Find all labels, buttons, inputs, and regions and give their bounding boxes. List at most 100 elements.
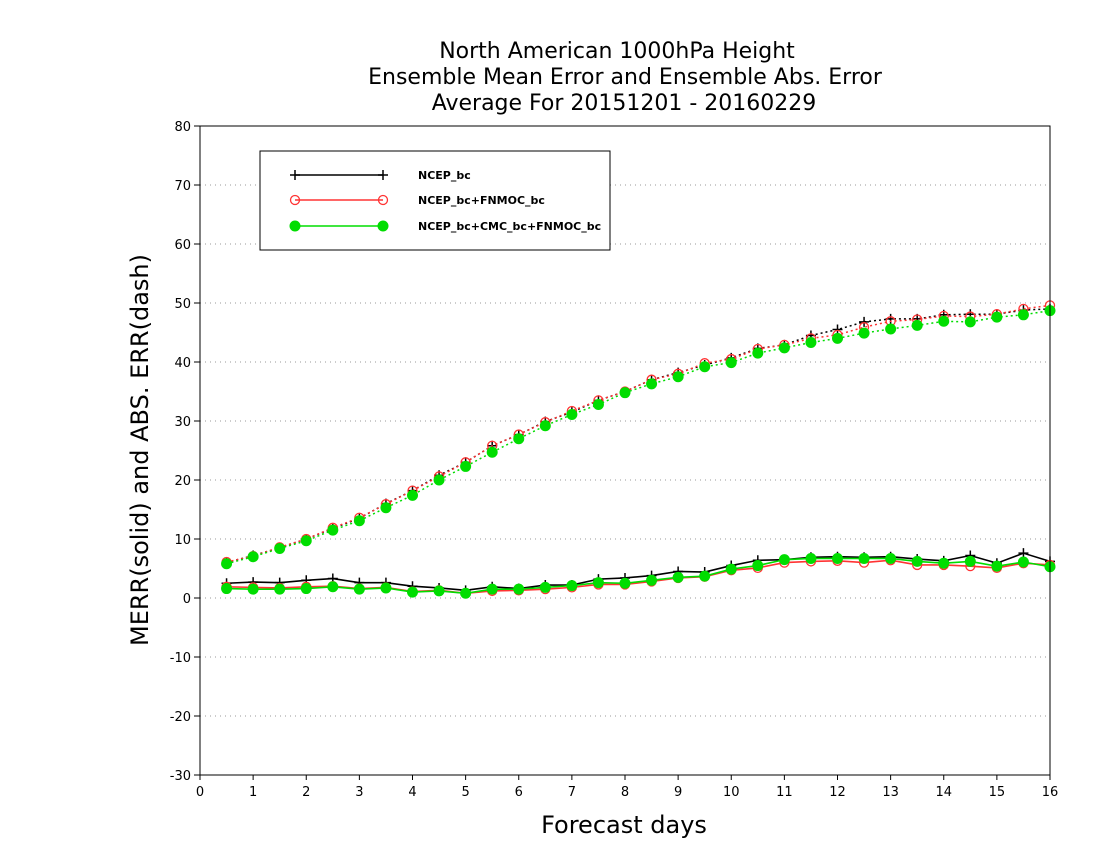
abs-err-point: [805, 337, 817, 349]
x-tick-label: 13: [882, 785, 899, 800]
abs-err-point: [566, 409, 578, 421]
y-tick-label: 30: [174, 415, 191, 430]
legend-marker: [378, 170, 388, 180]
y-tick-label: -30: [170, 769, 191, 784]
y-tick-label: 0: [183, 592, 191, 607]
merr-point: [699, 570, 711, 582]
y-tick-label: 20: [174, 474, 191, 489]
chart-title: North American 1000hPa Height Ensemble M…: [368, 39, 883, 116]
merr-point: [938, 557, 950, 569]
merr-point: [460, 587, 472, 599]
merr-point: [1018, 548, 1029, 559]
series-ncep-bc-cmc-bc-fnmoc-bc: [221, 305, 1056, 599]
merr-point: [991, 560, 1003, 572]
chart-title-line-1: North American 1000hPa Height: [439, 39, 795, 64]
merr-point: [805, 552, 817, 564]
merr-point: [221, 583, 233, 595]
abs-err-point: [752, 347, 764, 359]
x-tick-label: 0: [196, 785, 204, 800]
merr-point: [486, 583, 498, 595]
x-tick-label: 11: [776, 785, 793, 800]
merr-point: [274, 583, 286, 595]
abs-err-point: [274, 542, 286, 554]
abs-err-point: [1017, 309, 1029, 321]
legend-marker: [289, 220, 301, 232]
merr-point: [832, 552, 843, 564]
legend-label-ncep-bc-cmc-bc-fnmoc-bc: NCEP_bc+CMC_bc+FNMOC_bc: [418, 220, 601, 233]
abs-err-point: [407, 489, 418, 501]
merr-point: [672, 571, 684, 583]
y-axis: -30 -20 -10 0 10 20 30 40 50 60 70 80: [170, 120, 200, 784]
merr-point: [911, 555, 923, 567]
merr-point: [725, 563, 737, 575]
grid-lines: [200, 184, 1050, 717]
abs-err-point: [832, 332, 843, 344]
abs-err-point: [725, 357, 737, 369]
y-tick-label: -10: [170, 651, 191, 666]
legend: NCEP_bc NCEP_bc+FNMOC_bc NCEP_bc+CMC_bc+FN…: [259, 150, 611, 251]
abs-err-point: [858, 327, 870, 339]
merr-point: [433, 585, 445, 597]
abs-err-point: [991, 311, 1003, 323]
y-tick-label: 10: [174, 533, 191, 548]
merr-point: [566, 580, 578, 592]
x-tick-label: 12: [829, 785, 846, 800]
y-tick-label: 70: [174, 179, 191, 194]
x-tick-label: 5: [461, 785, 469, 800]
x-tick-label: 7: [568, 785, 576, 800]
abs-err-point: [353, 515, 365, 527]
merr-point: [752, 560, 764, 572]
abs-err-line-ncep-bc: [226, 308, 1051, 564]
abs-err-point: [911, 319, 923, 331]
abs-err-point: [964, 316, 976, 328]
abs-err-point: [327, 524, 339, 536]
x-tick-label: 8: [621, 785, 629, 800]
x-tick-label: 9: [674, 785, 682, 800]
abs-err-point: [539, 420, 551, 432]
merr-point: [247, 583, 259, 595]
legend-label-ncep-bc: NCEP_bc: [418, 169, 471, 182]
abs-err-point: [885, 323, 897, 335]
abs-err-point: [380, 502, 392, 514]
legend-marker: [290, 170, 300, 180]
y-tick-label: 40: [174, 356, 191, 371]
merr-point: [592, 577, 604, 589]
abs-err-point: [619, 387, 631, 399]
merr-point: [964, 555, 976, 567]
series-ncep-bc: [221, 303, 1055, 596]
y-tick-label: -20: [170, 710, 191, 725]
abs-err-point: [832, 324, 843, 335]
merr-point: [858, 552, 870, 564]
merr-point: [539, 581, 551, 593]
merr-line-ncep-bc-cmc-bc-fnmoc-bc: [226, 557, 1051, 595]
abs-err-point: [672, 371, 684, 383]
merr-point: [380, 582, 392, 594]
series-layer: [221, 300, 1056, 599]
merr-point: [300, 583, 312, 595]
y-axis-title: MERR(solid) and ABS. ERR(dash): [126, 254, 154, 646]
legend-marker: [289, 194, 301, 206]
y-tick-label: 60: [174, 238, 191, 253]
abs-err-point: [646, 378, 658, 390]
merr-point: [885, 552, 897, 564]
x-tick-label: 15: [989, 785, 1006, 800]
x-tick-label: 1: [249, 785, 257, 800]
series-ncep-bc-fnmoc-bc: [221, 300, 1056, 599]
abs-err-point: [513, 433, 525, 445]
merr-point: [778, 554, 790, 566]
y-tick-label: 80: [174, 120, 191, 135]
y-tick-label: 50: [174, 297, 191, 312]
abs-err-point: [300, 535, 312, 547]
x-tick-label: 16: [1042, 785, 1059, 800]
abs-err-point: [486, 446, 498, 458]
abs-err-point: [433, 474, 445, 486]
merr-point: [646, 574, 658, 586]
merr-point: [1017, 556, 1029, 568]
merr-point: [327, 581, 339, 593]
merr-point: [513, 583, 525, 595]
merr-point: [407, 586, 418, 598]
x-axis-title: Forecast days: [541, 811, 707, 839]
x-tick-label: 3: [355, 785, 363, 800]
abs-err-point: [247, 551, 259, 563]
